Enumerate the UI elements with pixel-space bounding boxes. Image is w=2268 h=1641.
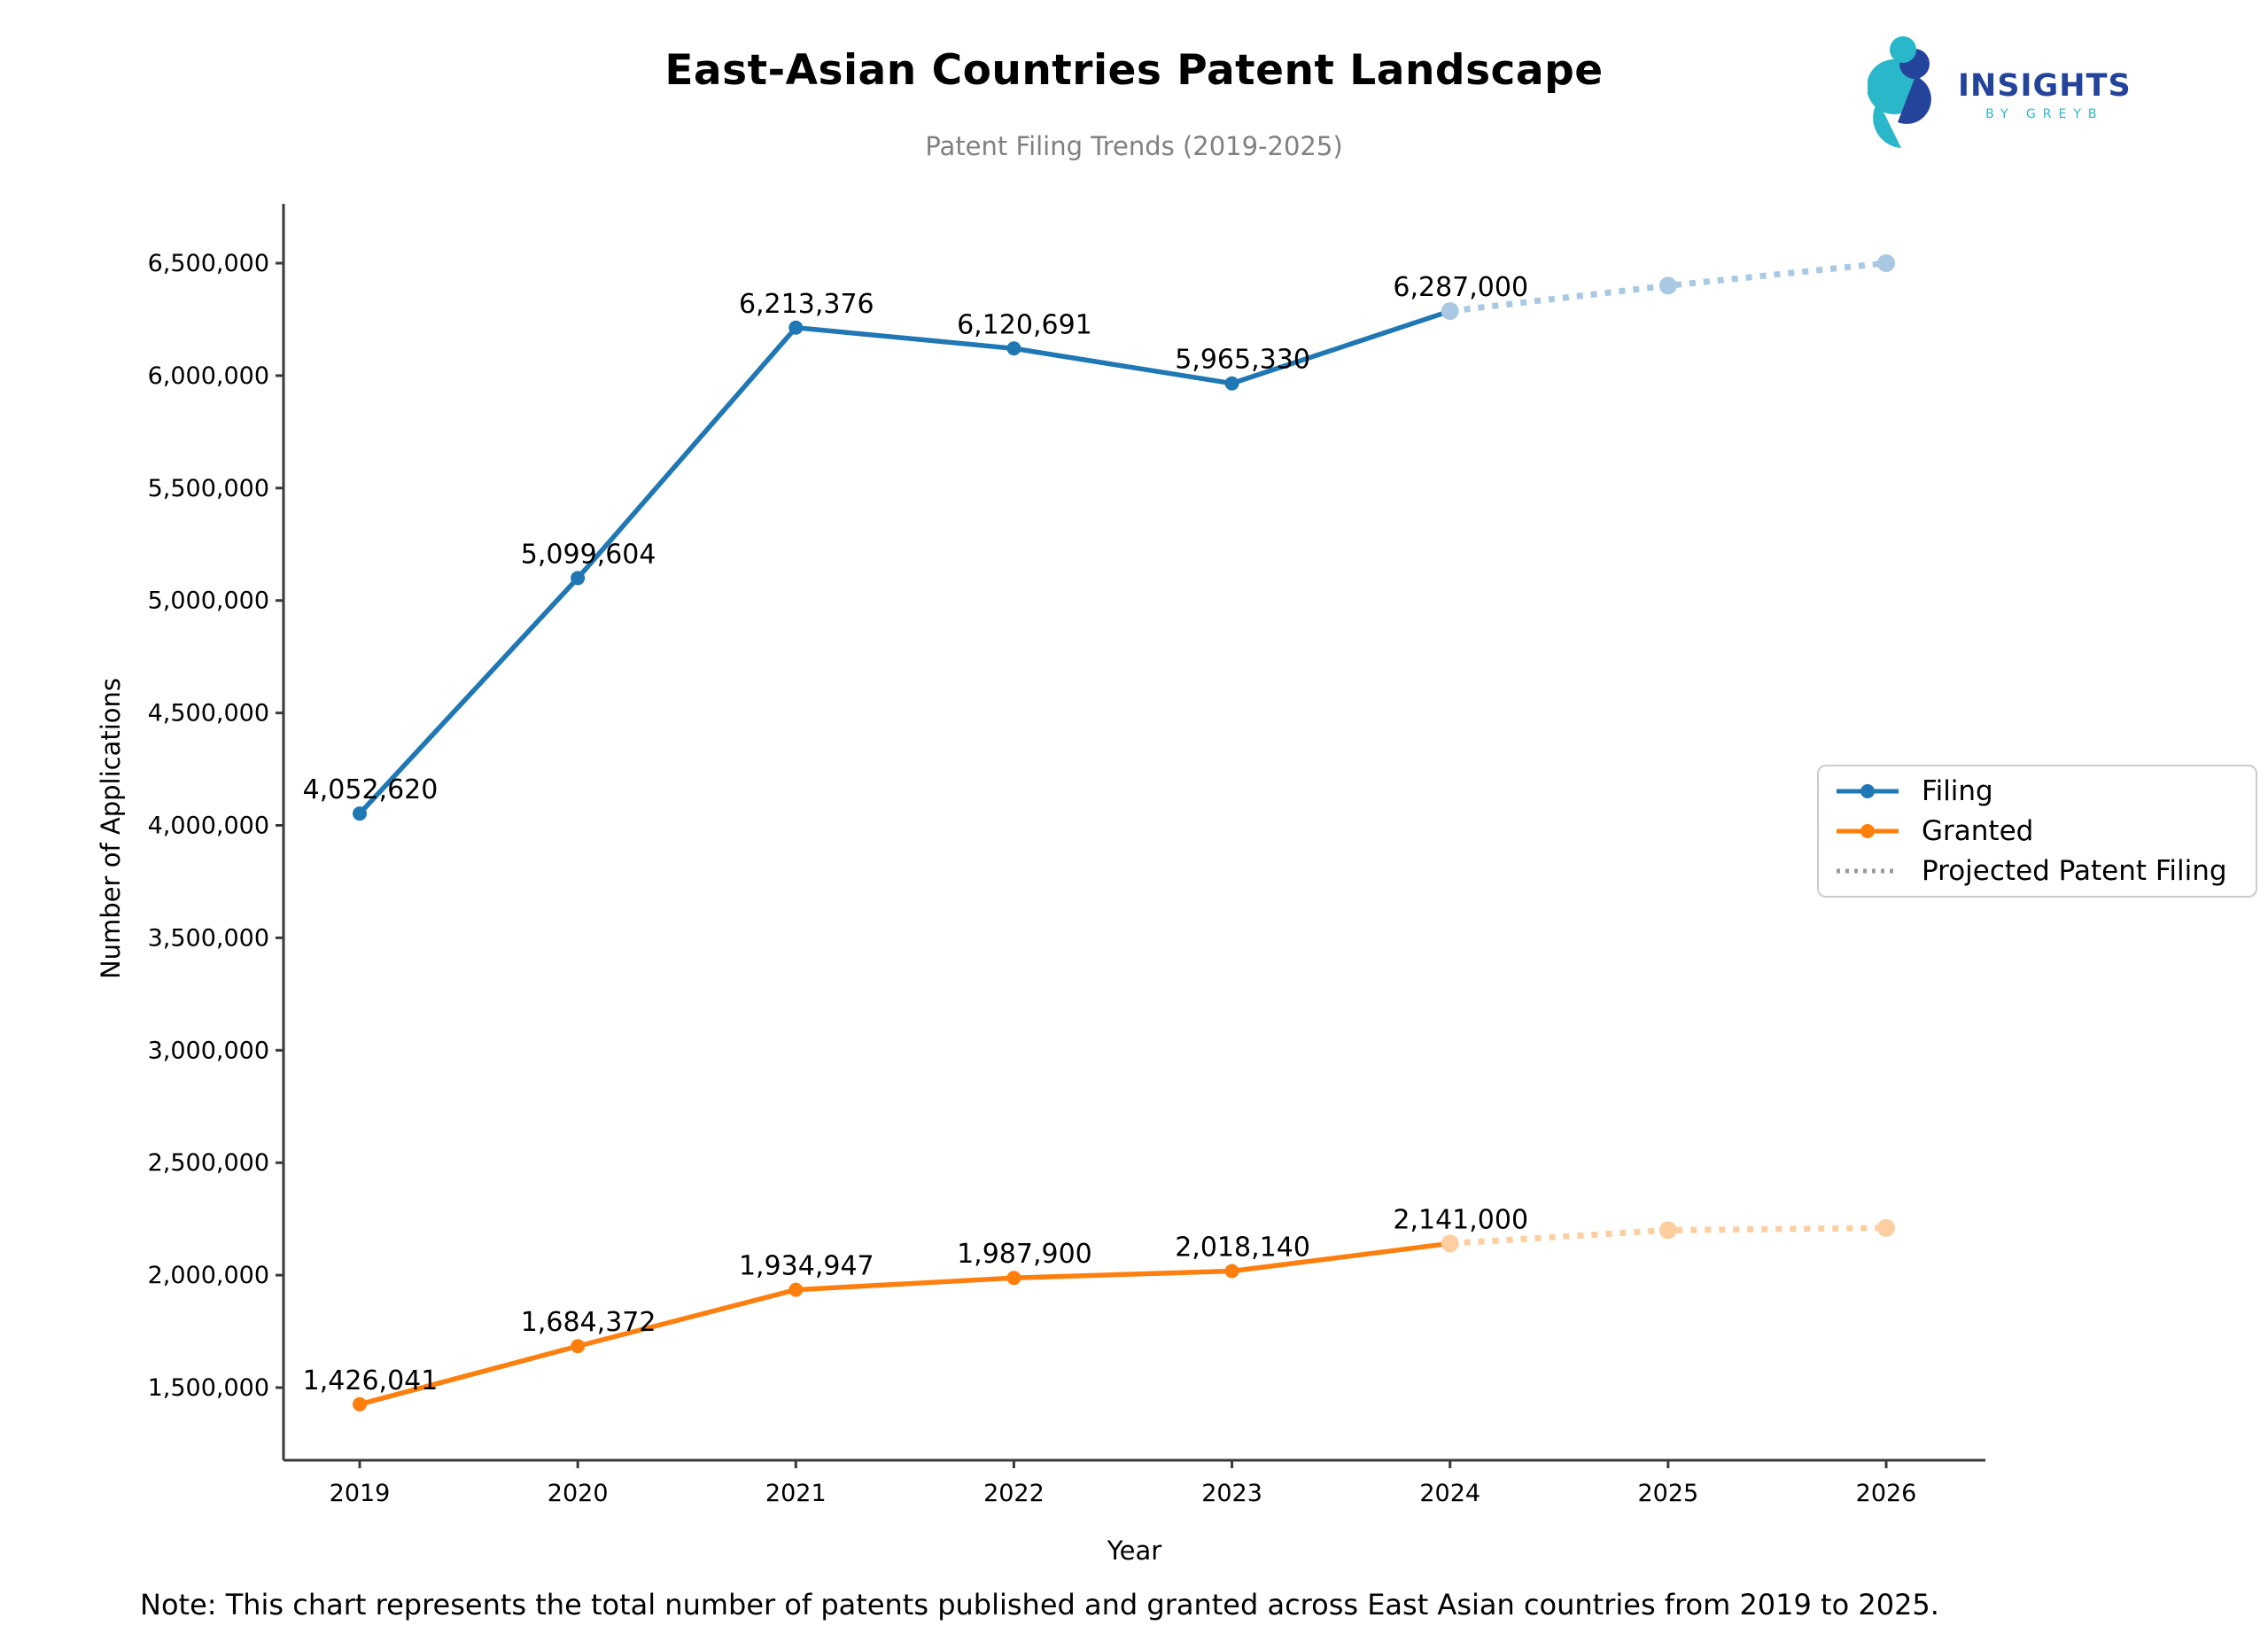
- data-point: [1877, 254, 1895, 273]
- insights-logo-icon: [1868, 35, 1931, 148]
- data-point-label: 2,141,000: [1393, 1204, 1528, 1235]
- insights-logo: INSIGHTS BY GREYB: [1868, 27, 2169, 155]
- y-tick-label: 2,000,000: [148, 1262, 269, 1289]
- data-point: [1006, 1271, 1021, 1286]
- data-point: [1441, 1234, 1459, 1253]
- data-point-label: 6,287,000: [1393, 272, 1528, 303]
- data-point: [1658, 276, 1677, 295]
- data-point: [571, 1339, 586, 1354]
- x-tick-label: 2026: [1856, 1480, 1917, 1507]
- chart-legend: Filing Granted Projected Patent Filing: [1817, 765, 2257, 898]
- chart-subtitle: Patent Filing Trends (2019-2025): [925, 131, 1343, 161]
- y-tick-label: 2,500,000: [148, 1149, 269, 1177]
- y-tick-label: 6,000,000: [148, 362, 269, 390]
- data-point-label: 2,018,140: [1175, 1233, 1310, 1264]
- data-point: [1224, 1264, 1239, 1279]
- chart-title: East-Asian Countries Patent Landscape: [664, 46, 1604, 95]
- footnote: Note: This chart represents the total nu…: [140, 1588, 1939, 1622]
- data-point: [788, 320, 804, 335]
- legend-entry-projected: Projected Patent Filing: [1835, 851, 2240, 890]
- y-tick-label: 4,000,000: [148, 813, 269, 840]
- series-projected-patent-filing: [1441, 254, 1895, 321]
- x-tick-label: 2023: [1201, 1480, 1262, 1507]
- legend-entry-granted: Granted: [1835, 812, 2240, 852]
- y-tick-label: 5,500,000: [148, 475, 269, 502]
- axes: [282, 204, 1985, 1462]
- data-point: [1441, 302, 1459, 321]
- legend-filing-label: Filing: [1922, 775, 1993, 808]
- legend-granted-line-sample: [1837, 824, 1899, 838]
- logo-text: INSIGHTS BY GREYB: [1958, 68, 2132, 121]
- data-point-label: 1,426,041: [303, 1365, 439, 1396]
- data-point-label: 1,934,947: [739, 1251, 874, 1282]
- y-tick-label: 3,500,000: [148, 924, 269, 952]
- data-point: [788, 1282, 804, 1297]
- data-point-label: 6,120,691: [957, 309, 1092, 340]
- x-tick-label: 2022: [983, 1480, 1045, 1507]
- data-point: [571, 571, 586, 586]
- legend-granted-label: Granted: [1922, 815, 2034, 847]
- y-tick-label: 1,500,000: [148, 1374, 269, 1402]
- x-tick-label: 2025: [1637, 1480, 1698, 1507]
- legend-projected-label: Projected Patent Filing: [1922, 854, 2227, 887]
- y-tick-label: 6,500,000: [148, 250, 269, 277]
- data-point-label: 6,213,376: [739, 289, 874, 320]
- x-tick-label: 2024: [1419, 1480, 1480, 1507]
- data-point-label: 5,099,604: [521, 539, 656, 570]
- y-axis-label: Number of Applications: [96, 677, 126, 980]
- series-filing: 4,052,620 5,099,604 6,213,376 6,120,691 5,96…: [303, 272, 1528, 821]
- data-point-label: 5,965,330: [1175, 345, 1310, 376]
- data-point: [1224, 376, 1239, 391]
- data-point: [1877, 1218, 1895, 1237]
- y-tick-label: 4,500,000: [148, 700, 269, 727]
- data-point: [1658, 1221, 1677, 1240]
- legend-filing-line-sample: [1837, 784, 1899, 799]
- data-point-label: 1,684,372: [521, 1307, 656, 1338]
- logo-name: INSIGHTS: [1958, 67, 2132, 104]
- data-point-label: 4,052,620: [303, 774, 439, 805]
- x-axis-label: Year: [1107, 1536, 1162, 1566]
- series-granted: 1,426,041 1,684,372 1,934,947 1,987,900 2,01…: [303, 1204, 1528, 1412]
- x-axis-ticks: 2019 2020 2021 2022 2023 2024 2025 2026: [330, 1460, 1917, 1507]
- data-point: [1006, 341, 1021, 356]
- x-tick-label: 2021: [765, 1480, 827, 1507]
- data-point: [353, 806, 367, 821]
- y-tick-label: 5,000,000: [148, 587, 269, 615]
- data-point-label: 1,987,900: [957, 1239, 1092, 1270]
- logo-tagline: BY GREYB: [1985, 106, 2104, 121]
- series-projected-patent-granted: [1441, 1218, 1895, 1253]
- x-tick-label: 2020: [548, 1480, 609, 1507]
- legend-entry-filing: Filing: [1835, 772, 2240, 812]
- data-point: [353, 1396, 367, 1412]
- y-axis-ticks: 1,500,000 2,000,000 2,500,000 3,000,000 3,50…: [148, 250, 284, 1402]
- x-tick-label: 2019: [330, 1480, 391, 1507]
- y-tick-label: 3,000,000: [148, 1037, 269, 1064]
- legend-projected-line-sample: [1837, 868, 1899, 874]
